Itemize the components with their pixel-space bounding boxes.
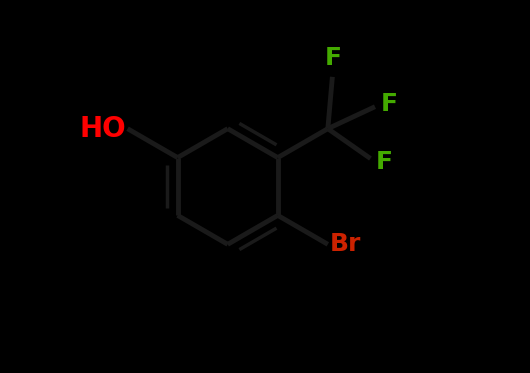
Text: F: F	[376, 150, 393, 175]
Text: F: F	[324, 46, 341, 70]
Text: F: F	[381, 92, 398, 116]
Text: Br: Br	[330, 232, 361, 256]
Text: HO: HO	[79, 115, 126, 143]
